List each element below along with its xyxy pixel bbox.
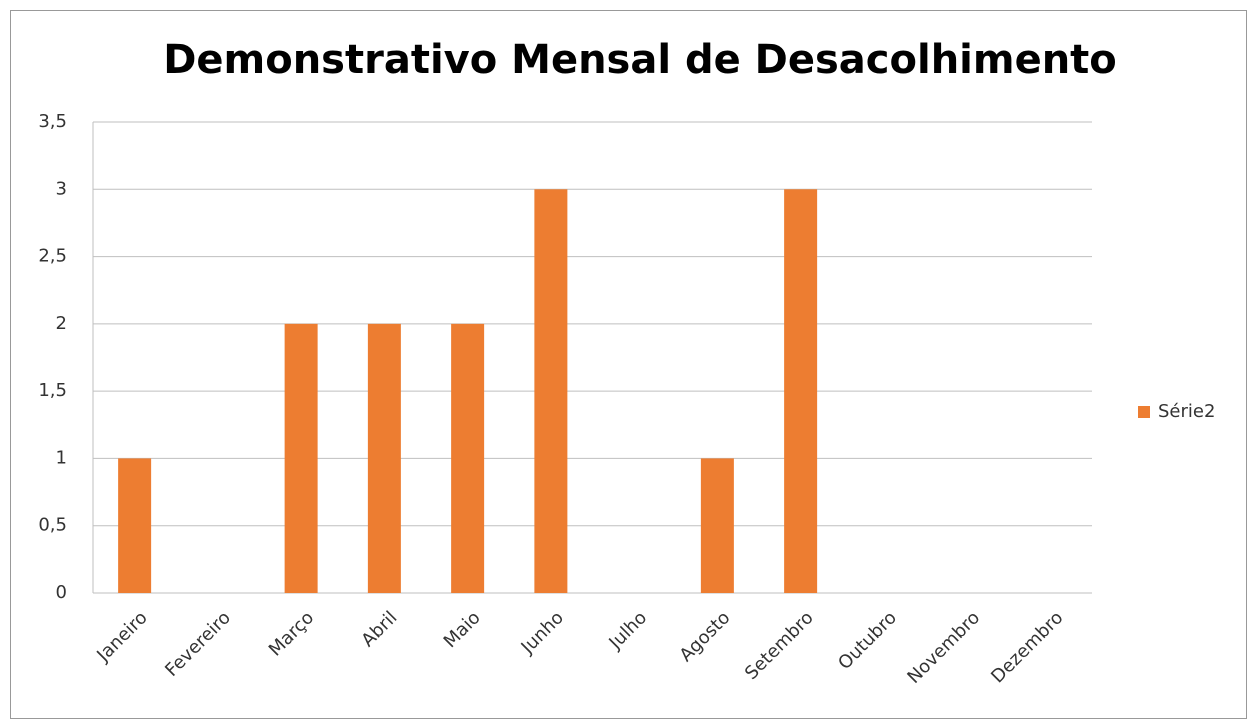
chart-title: Demonstrativo Mensal de Desacolhimento [163,37,1117,83]
bar [451,323,485,593]
legend-label: Série2 [1158,401,1215,422]
y-tick-label: 2 [56,313,67,334]
y-tick-label: 2,5 [38,246,67,267]
y-tick-label: 3,5 [38,111,67,132]
bar [534,189,568,594]
bar [700,458,734,593]
y-tick-label: 3 [56,178,67,199]
chart-border [10,10,1247,719]
y-tick-label: 0,5 [38,515,67,536]
bar [367,323,401,593]
bar [118,458,152,593]
y-tick-label: 1 [56,447,67,468]
bar [784,189,818,594]
y-tick-label: 0 [56,582,67,603]
y-tick-label: 1,5 [38,380,67,401]
bar [284,323,318,593]
legend-swatch [1138,406,1150,418]
